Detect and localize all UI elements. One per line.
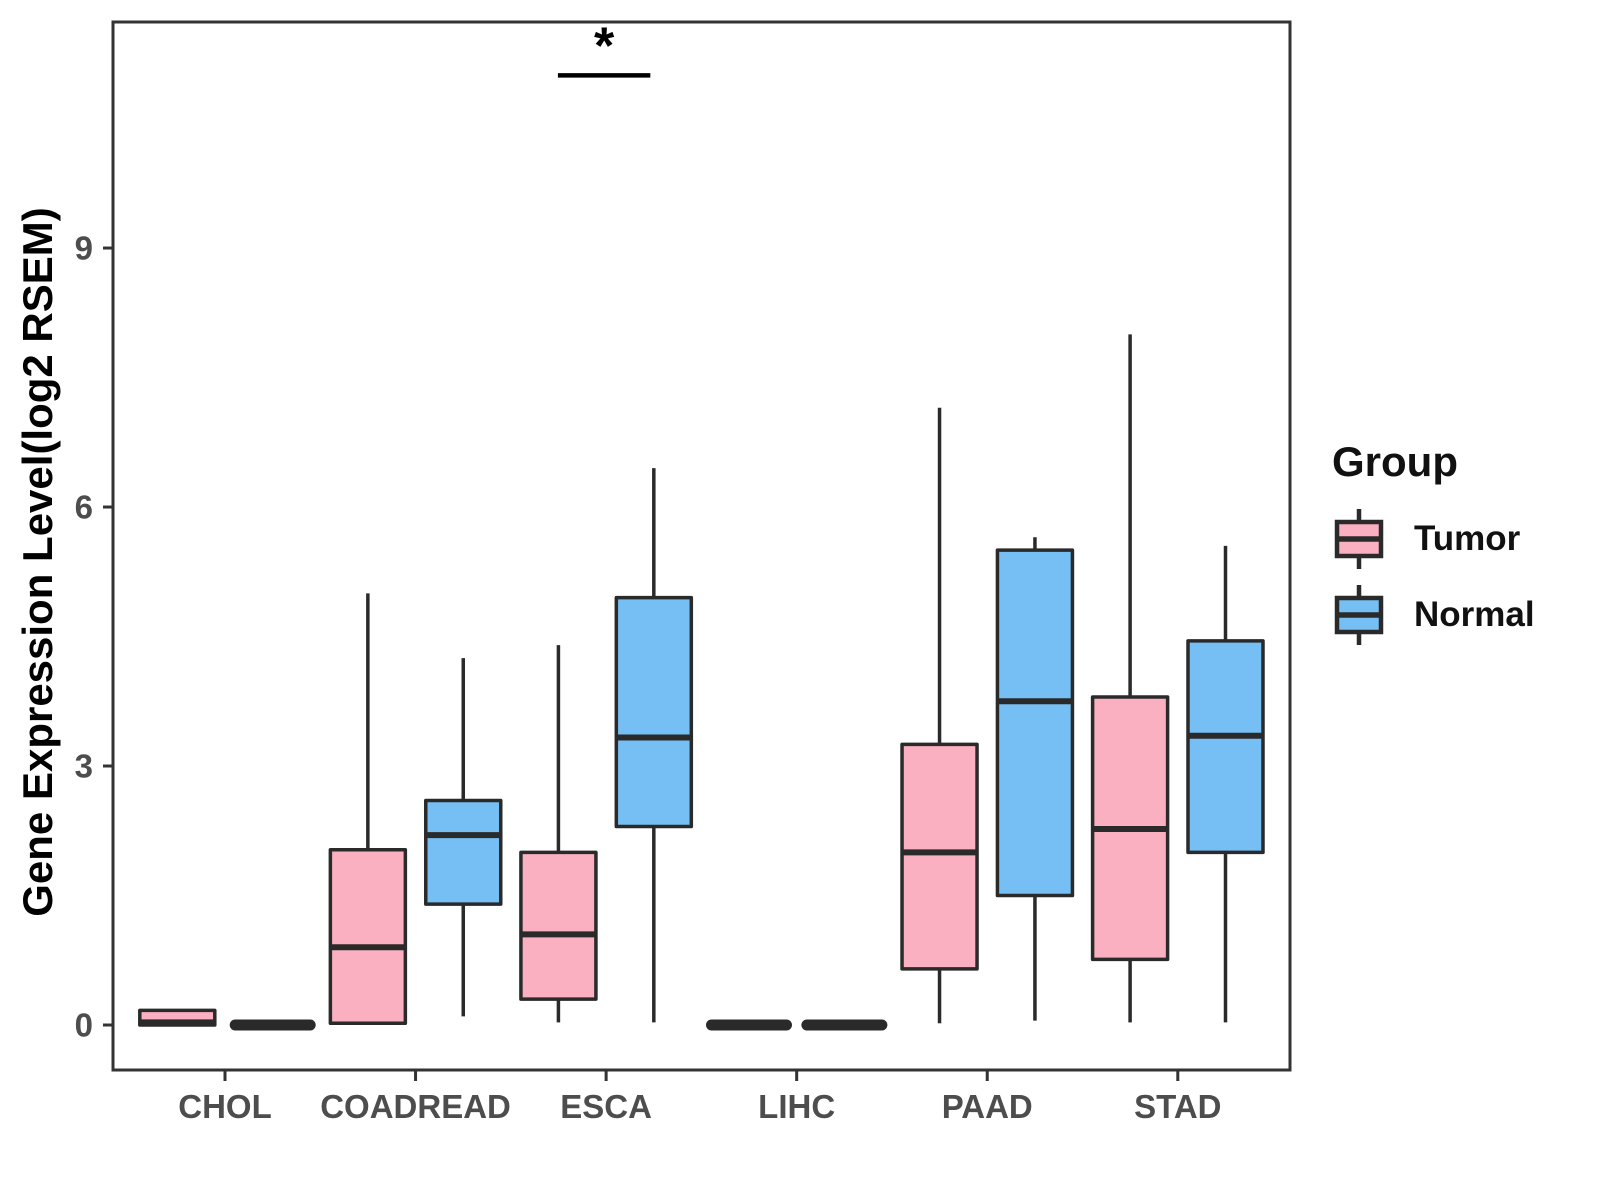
legend-title: Group — [1332, 438, 1458, 485]
x-tick-label-STAD: STAD — [1134, 1088, 1221, 1125]
legend-label-normal: Normal — [1414, 595, 1535, 634]
box-COADREAD-Normal — [424, 798, 503, 906]
x-tick-label-LIHC: LIHC — [758, 1088, 835, 1125]
y-tick-label-6: 6 — [75, 489, 93, 526]
box-COADREAD-Tumor — [328, 848, 408, 1026]
x-tick-label-COADREAD: COADREAD — [320, 1088, 511, 1125]
box-PAAD-Tumor — [900, 742, 979, 971]
y-tick-label-0: 0 — [75, 1007, 93, 1044]
x-tick-label-CHOL: CHOL — [178, 1088, 272, 1125]
y-tick-label-3: 3 — [75, 748, 93, 785]
boxplot-glyph-icon — [1334, 509, 1384, 569]
panel-border — [111, 20, 1292, 1072]
legend: Group Tumor Normal — [1330, 438, 1535, 658]
box-PAAD-Normal — [995, 548, 1075, 898]
legend-item-normal: Normal — [1330, 582, 1535, 648]
box-STAD-Normal — [1186, 639, 1265, 855]
significance-star: * — [594, 17, 615, 75]
box-ESCA-Tumor — [519, 850, 598, 1001]
x-tick-label-PAAD: PAAD — [942, 1088, 1033, 1125]
boxplot-glyph-icon — [1334, 585, 1384, 645]
legend-label-tumor: Tumor — [1414, 519, 1521, 558]
legend-item-tumor: Tumor — [1330, 506, 1535, 572]
x-tick-label-ESCA: ESCA — [560, 1088, 652, 1125]
y-tick-label-9: 9 — [75, 230, 93, 267]
box-ESCA-Normal — [614, 595, 694, 829]
y-axis-title: Gene Expression Level(log2 RSEM) — [14, 207, 61, 917]
